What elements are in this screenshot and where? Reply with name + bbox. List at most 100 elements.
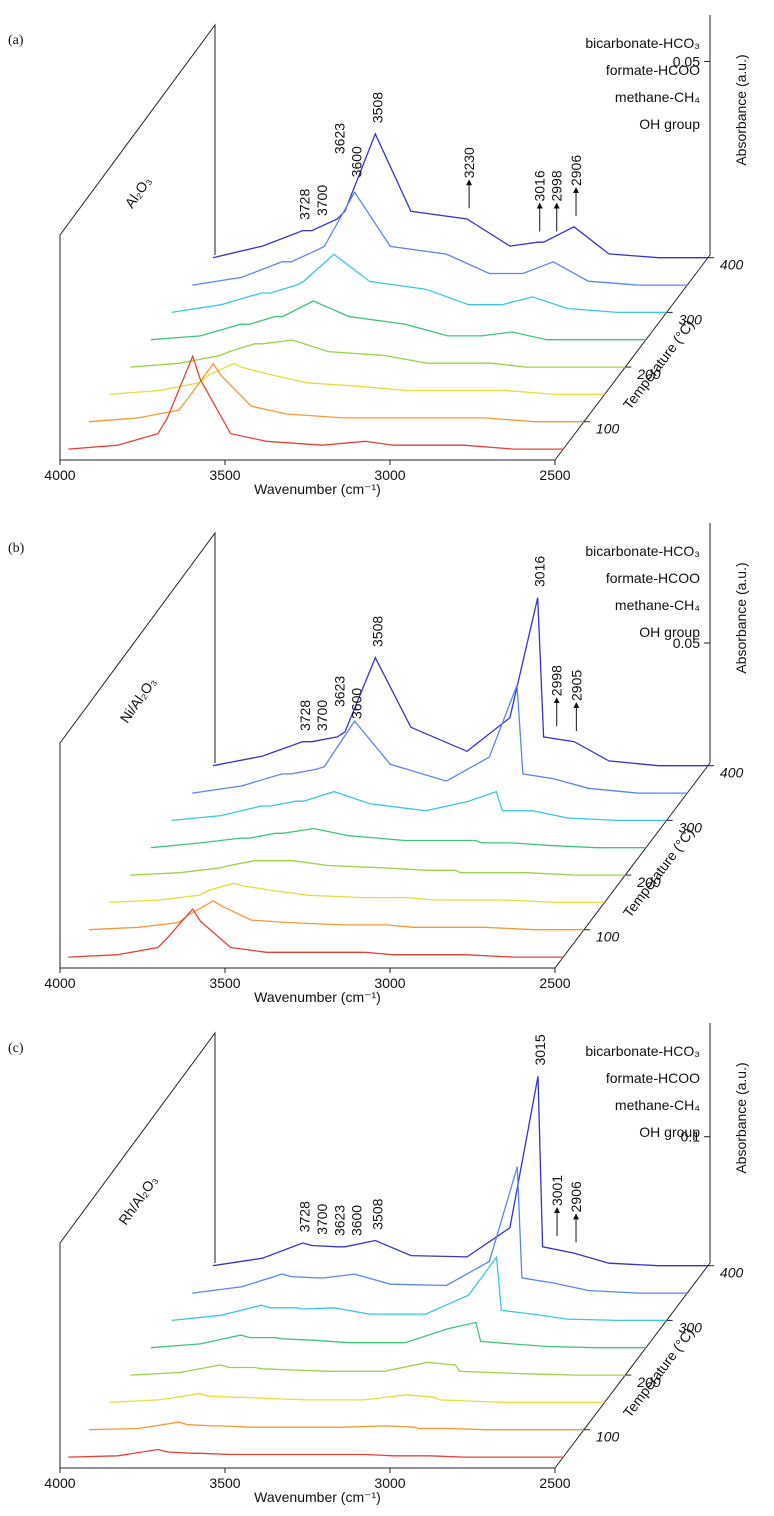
z-axis	[554, 254, 711, 461]
x-tick-label: 2500	[539, 975, 570, 991]
legend-entry: methane-CH₄	[615, 89, 700, 105]
legend-entry: methane-CH₄	[615, 1097, 700, 1113]
x-tick-label: 2500	[539, 467, 570, 483]
x-axis-title: Wavenumber (cm⁻¹)	[254, 989, 381, 1005]
spectrum-line	[192, 190, 688, 286]
peak-label: 3016	[532, 170, 548, 201]
z-tick-label: 200	[636, 366, 661, 382]
x-tick-label: 3500	[209, 975, 240, 991]
legend-entry: bicarbonate-HCO₃	[585, 543, 700, 559]
y-axis-title: Absorbance (a.u.)	[733, 54, 749, 165]
z-tick-label: 300	[679, 819, 703, 835]
spectrum-line	[109, 882, 605, 904]
peak-label: 3728	[297, 700, 313, 731]
spectrum-line	[88, 900, 584, 931]
z-axis-title: Temperature (°C)	[620, 825, 697, 920]
peak-label: 3623	[331, 123, 347, 154]
peak-label: 2905	[568, 670, 584, 701]
z-axis	[554, 1262, 711, 1469]
spectrum-line	[171, 1255, 667, 1322]
z-axis-title: Temperature (°C)	[620, 1325, 697, 1420]
x-tick-label: 3500	[209, 467, 240, 483]
spectrum-line	[68, 1448, 564, 1458]
spectrum-line	[88, 1421, 584, 1431]
sample-label: Rh/Al₂O₃	[115, 1172, 160, 1227]
y-axis-title: Absorbance (a.u.)	[733, 562, 749, 673]
y-tick-label: 0.1	[681, 1129, 701, 1145]
peak-label: 3230	[461, 147, 477, 178]
z-axis	[554, 762, 711, 969]
spectrum-line	[150, 300, 646, 341]
z-tick-label: 100	[596, 421, 620, 437]
legend-entry: bicarbonate-HCO₃	[585, 35, 700, 51]
spectrum-line	[150, 827, 646, 849]
spectrum-line	[130, 860, 626, 876]
spectrum-line	[68, 908, 564, 958]
y-tick-label: 0.05	[673, 53, 700, 69]
spectrum-line	[68, 354, 564, 450]
panel-label: (b)	[8, 541, 25, 556]
x-tick-label: 4000	[44, 975, 75, 991]
sample-label: Ni/Al₂O₃	[117, 674, 160, 725]
legend-entry: methane-CH₄	[615, 597, 700, 613]
z-tick-label: 400	[720, 765, 744, 781]
y-axis-title: Absorbance (a.u.)	[733, 1062, 749, 1173]
frame	[59, 531, 216, 968]
frame	[59, 1031, 216, 1468]
spectrum-line	[130, 339, 626, 368]
x-tick-label: 3000	[374, 975, 405, 991]
peak-label: 3700	[314, 700, 330, 731]
x-tick-label: 4000	[44, 1475, 75, 1491]
panel-label: (c)	[8, 1041, 24, 1056]
spectrum-line	[192, 684, 688, 794]
peak-label: 3728	[297, 189, 313, 220]
chart-panel: 4000 3500 3000 2500 Wavenumber (cm⁻¹) 100 200 3…	[8, 1023, 749, 1505]
peak-label: 3623	[331, 676, 347, 707]
spectrum-line	[192, 1166, 688, 1294]
legend-entry: OH group	[639, 116, 700, 132]
peak-label: 2906	[568, 1181, 584, 1212]
legend-entry: formate-HCOO	[606, 1070, 700, 1086]
spectrum-line	[109, 362, 605, 396]
x-tick-label: 3000	[374, 467, 405, 483]
spectrum-line	[109, 1392, 605, 1404]
peak-label: 3015	[532, 1034, 548, 1065]
peak-label: 3508	[369, 616, 385, 647]
frame	[59, 23, 216, 460]
peak-label: 3600	[348, 1205, 364, 1236]
z-tick-label: 200	[636, 1374, 661, 1390]
x-tick-label: 3500	[209, 1475, 240, 1491]
peak-label: 3623	[331, 1205, 347, 1236]
z-tick-label: 400	[720, 257, 744, 273]
peak-label: 3700	[314, 1203, 330, 1234]
peak-label: 2998	[549, 665, 565, 696]
x-tick-label: 4000	[44, 467, 75, 483]
legend-entry: OH group	[639, 624, 700, 640]
z-axis-title: Temperature (°C)	[620, 317, 697, 412]
z-tick-label: 200	[636, 874, 661, 890]
z-tick-label: 300	[679, 311, 703, 327]
x-tick-label: 3000	[374, 1475, 405, 1491]
z-tick-label: 100	[596, 929, 620, 945]
x-axis-title: Wavenumber (cm⁻¹)	[254, 481, 381, 497]
legend-entry: formate-HCOO	[606, 62, 700, 78]
z-tick-label: 100	[596, 1429, 620, 1445]
spectrum-line	[212, 597, 708, 767]
peak-label: 3700	[314, 185, 330, 216]
peak-label: 3600	[348, 146, 364, 177]
peak-label: 3600	[348, 688, 364, 719]
spectrum-line	[88, 362, 584, 423]
z-tick-label: 300	[679, 1319, 703, 1335]
panel-label: (a)	[8, 33, 24, 48]
legend-entry: OH group	[639, 1124, 700, 1140]
peak-label: 2998	[549, 170, 565, 201]
peak-label: 3508	[369, 1198, 385, 1229]
peak-label: 2906	[568, 155, 584, 186]
spectrum-line	[212, 132, 708, 259]
peak-label: 3001	[549, 1175, 565, 1206]
peak-label: 3508	[369, 92, 385, 123]
legend-entry: bicarbonate-HCO₃	[585, 1043, 700, 1059]
chart-panel: 4000 3500 3000 2500 Wavenumber (cm⁻¹) 100 200 3…	[8, 523, 749, 1005]
